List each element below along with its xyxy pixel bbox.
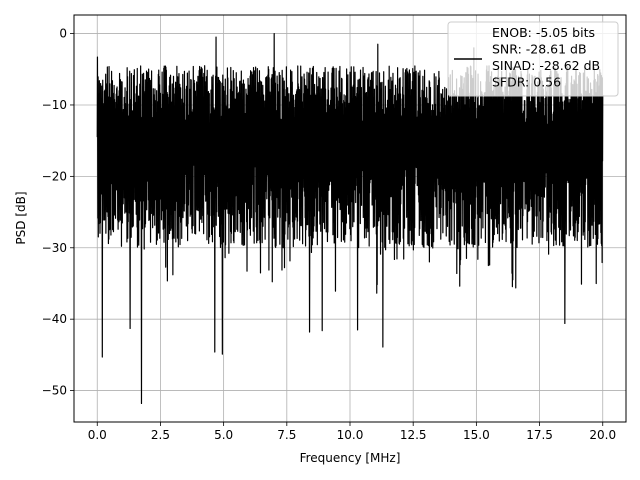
x-tick-label: 10.0 [337, 428, 364, 442]
y-axis: 0 −10 −20 −30 −40 −50 [42, 27, 74, 398]
x-tick-label: 12.5 [400, 428, 427, 442]
x-axis: 0.0 2.5 5.0 7.5 10.0 12.5 15.0 17.5 20.0 [88, 422, 616, 442]
x-axis-label: Frequency [MHz] [300, 451, 401, 465]
x-tick-label: 17.5 [526, 428, 553, 442]
x-tick-label: 2.5 [151, 428, 170, 442]
legend-entry-line: ENOB: -5.05 bits [492, 25, 595, 40]
legend-entry-line: SNR: -28.61 dB [492, 42, 587, 57]
y-tick-label: −50 [42, 384, 67, 398]
legend-entry-line: SINAD: -28.62 dB [492, 58, 600, 73]
x-tick-label: 15.0 [463, 428, 490, 442]
x-tick-label: 20.0 [589, 428, 616, 442]
y-tick-label: 0 [59, 27, 67, 41]
legend-box [447, 21, 619, 97]
y-tick-label: −10 [42, 98, 67, 112]
legend-entry-line: SFDR: 0.56 [492, 75, 561, 90]
x-tick-label: 7.5 [277, 428, 296, 442]
x-tick-label: 0.0 [88, 428, 107, 442]
x-tick-label: 5.0 [214, 428, 233, 442]
y-axis-label: PSD [dB] [14, 191, 28, 244]
y-tick-label: −20 [42, 169, 67, 183]
y-tick-label: −30 [42, 241, 67, 255]
y-tick-label: −40 [42, 312, 67, 326]
